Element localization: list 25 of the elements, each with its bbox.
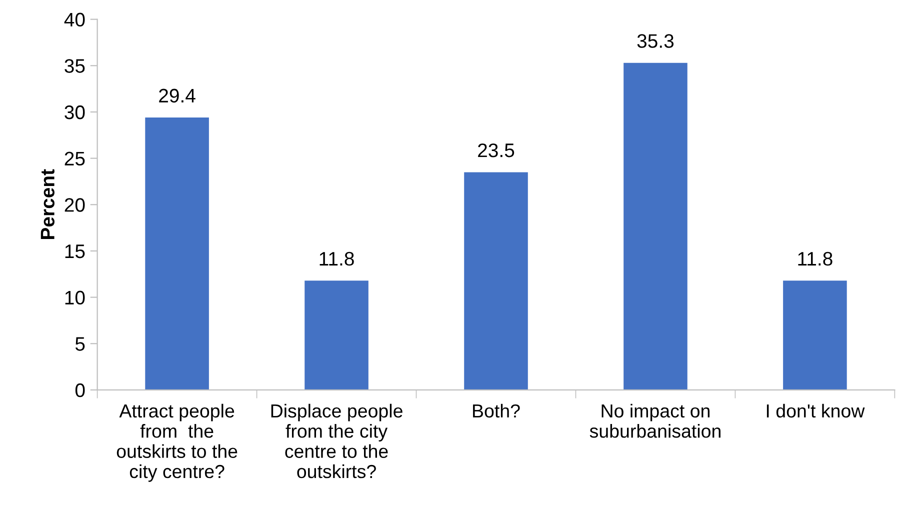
y-axis-title: Percent xyxy=(40,169,54,239)
x-tick-label: Both? xyxy=(473,404,520,418)
data-label: 11.8 xyxy=(320,252,354,266)
y-tick-label: 0 xyxy=(75,383,85,398)
y-tick-label: 5 xyxy=(75,337,85,351)
y-tick-label: 40 xyxy=(64,12,85,27)
data-label: 11.8 xyxy=(798,252,832,266)
y-tick-label: 30 xyxy=(64,105,85,120)
y-tick-label: 25 xyxy=(64,152,85,166)
data-label: 23.5 xyxy=(478,143,514,158)
data-label: 29.4 xyxy=(159,88,196,103)
bar xyxy=(304,280,368,390)
y-tick-label: 10 xyxy=(65,290,85,305)
y-tick-label: 20 xyxy=(64,198,85,212)
bar xyxy=(624,62,688,390)
y-tick-label: 35 xyxy=(64,59,85,73)
y-tick-label: 15 xyxy=(65,244,85,258)
x-tick-label: Displace people from the city centre to the outskirts? xyxy=(271,404,402,478)
x-tick-label: Attract people from the outskirts to the city centre? xyxy=(116,404,238,482)
x-tick-label: No impact on suburbanisation xyxy=(590,404,720,438)
bar xyxy=(464,172,528,390)
bar xyxy=(783,280,847,390)
bar xyxy=(145,118,209,390)
x-tick-label: I don't know xyxy=(766,404,865,418)
data-label: 35.3 xyxy=(637,34,674,48)
